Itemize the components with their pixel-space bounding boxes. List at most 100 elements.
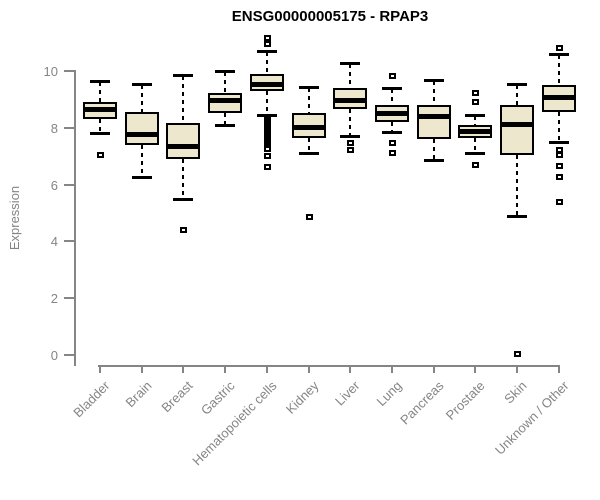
upper-whisker-cap xyxy=(507,82,528,86)
iqr-box xyxy=(124,111,159,145)
outlier-point xyxy=(263,164,271,171)
upper-whisker-cap xyxy=(298,85,319,89)
outlier-point xyxy=(97,151,104,158)
upper-whisker xyxy=(265,52,268,75)
y-tick-mark xyxy=(64,69,74,72)
upper-whisker-cap xyxy=(215,70,236,74)
median-line xyxy=(541,95,576,101)
y-axis-line xyxy=(74,70,76,366)
y-tick-label: 0 xyxy=(50,348,58,364)
upper-whisker-cap xyxy=(465,114,486,118)
upper-whisker xyxy=(516,84,519,105)
lower-whisker xyxy=(474,137,477,154)
lower-whisker xyxy=(432,138,435,161)
lower-whisker-cap xyxy=(465,152,486,156)
lower-whisker-cap xyxy=(382,130,403,134)
outlier-point xyxy=(472,161,480,168)
x-tick-mark xyxy=(140,366,143,373)
x-axis-line xyxy=(98,365,560,367)
lower-whisker-cap xyxy=(90,132,110,136)
outlier-point xyxy=(555,44,563,51)
upper-whisker-cap xyxy=(340,61,361,65)
upper-whisker-cap xyxy=(256,50,277,54)
outlier-point xyxy=(263,40,271,47)
upper-whisker xyxy=(224,72,227,94)
lower-whisker-cap xyxy=(340,135,361,139)
outlier-point xyxy=(263,153,271,160)
upper-whisker xyxy=(349,63,352,88)
outlier-point xyxy=(555,163,563,169)
outlier-point xyxy=(389,140,397,147)
outlier-point xyxy=(389,73,397,80)
lower-whisker-cap xyxy=(131,176,152,180)
y-tick-label: 8 xyxy=(50,120,58,136)
lower-whisker xyxy=(265,91,268,115)
upper-whisker xyxy=(99,82,101,102)
outlier-point xyxy=(555,198,563,205)
outlier-point xyxy=(347,140,355,147)
outlier-point xyxy=(305,214,313,221)
x-tick-mark xyxy=(516,366,519,373)
lower-whisker-cap xyxy=(298,152,319,156)
lower-whisker-cap xyxy=(173,197,194,201)
upper-whisker-cap xyxy=(382,87,403,91)
x-tick-mark xyxy=(432,366,435,373)
lower-whisker xyxy=(349,109,352,137)
outlier-point xyxy=(514,350,522,357)
outlier-point xyxy=(389,150,397,157)
x-tick-mark xyxy=(182,366,185,373)
x-tick-mark xyxy=(99,366,101,373)
iqr-box xyxy=(208,93,243,114)
upper-whisker-cap xyxy=(173,74,194,78)
y-tick-label: 2 xyxy=(50,291,58,307)
upper-whisker xyxy=(307,87,310,114)
upper-whisker-cap xyxy=(548,53,569,57)
lower-whisker xyxy=(557,111,560,142)
lower-whisker-cap xyxy=(507,214,528,218)
median-line xyxy=(416,113,451,119)
x-tick-mark xyxy=(391,366,394,373)
upper-whisker-cap xyxy=(423,78,444,82)
iqr-box xyxy=(416,104,451,139)
iqr-box xyxy=(166,123,201,159)
upper-whisker xyxy=(182,76,185,124)
upper-whisker-cap xyxy=(131,82,152,86)
outlier-point xyxy=(263,145,271,152)
lower-whisker xyxy=(182,158,185,199)
outlier-point xyxy=(347,147,355,154)
x-tick-mark xyxy=(474,366,477,373)
y-tick-label: 4 xyxy=(50,234,58,250)
median-line xyxy=(458,129,493,135)
median-line xyxy=(249,81,284,87)
outlier-point xyxy=(472,98,480,105)
lower-whisker xyxy=(224,113,227,125)
median-line xyxy=(333,98,368,104)
outlier-point xyxy=(555,151,563,158)
x-tick-mark xyxy=(557,366,560,373)
y-tick-mark xyxy=(64,297,74,300)
x-tick-mark xyxy=(349,366,352,373)
iqr-box xyxy=(500,104,535,155)
lower-whisker xyxy=(99,119,101,134)
median-line xyxy=(291,125,326,131)
lower-whisker xyxy=(140,144,143,178)
lower-whisker xyxy=(516,154,519,216)
outlier-point xyxy=(263,34,271,41)
upper-whisker xyxy=(432,80,435,105)
median-line xyxy=(375,110,410,116)
lower-whisker xyxy=(391,121,394,132)
outlier-point xyxy=(472,90,480,97)
chart-title: ENSG00000005175 - RPAP3 xyxy=(231,8,429,25)
y-tick-label: 10 xyxy=(43,63,58,79)
lower-whisker-cap xyxy=(548,140,569,144)
x-tick-mark xyxy=(224,366,227,373)
lower-whisker-cap xyxy=(423,159,444,163)
x-tick-mark xyxy=(307,366,310,373)
median-line xyxy=(124,132,159,138)
y-tick-mark xyxy=(64,240,74,243)
outlier-point xyxy=(555,174,563,181)
y-tick-mark xyxy=(64,183,74,186)
upper-whisker-cap xyxy=(90,80,110,84)
median-line xyxy=(208,98,243,104)
